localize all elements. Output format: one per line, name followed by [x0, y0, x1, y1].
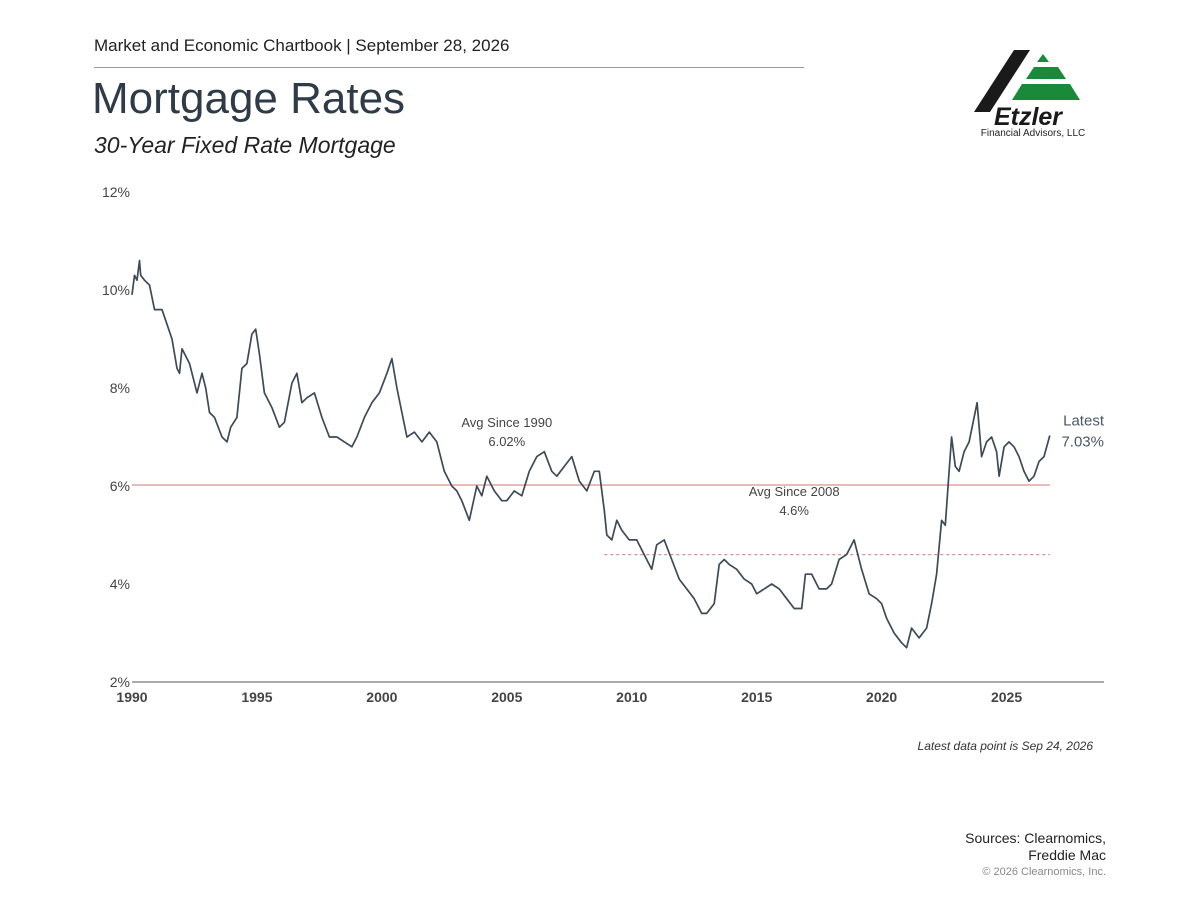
x-tick-label: 2015 — [741, 689, 772, 705]
annotations-group: Avg Since 1990 6.02% Avg Since 2008 4.6% Lat… — [461, 413, 1104, 518]
x-axis-group: 1990 1995 2000 2005 2010 2015 2020 2025 — [116, 681, 1104, 705]
x-tick-label: 2000 — [366, 689, 397, 705]
x-tick-label: 1990 — [116, 689, 147, 705]
logo-triangle-tier-2 — [1026, 67, 1066, 79]
x-tick-label: 2005 — [491, 689, 522, 705]
copyright-text: © 2026 Clearnomics, Inc. — [982, 866, 1106, 878]
logo-tagline: Financial Advisors, LLC — [981, 128, 1086, 139]
latest-label-title: Latest — [1063, 413, 1105, 430]
average-lines-group — [132, 484, 1050, 556]
logo-slash-shape — [974, 50, 1030, 112]
y-tick-label: 10% — [102, 282, 130, 298]
latest-data-note: Latest data point is Sep 24, 2026 — [917, 739, 1093, 753]
average-label-title: Avg Since 1990 — [461, 415, 552, 430]
average-label-value: 4.6% — [779, 503, 809, 518]
average-label-title: Avg Since 2008 — [749, 484, 840, 499]
header-rule — [94, 67, 804, 68]
sources-line-2: Freddie Mac — [1028, 847, 1106, 863]
chart-subtitle: 30-Year Fixed Rate Mortgage — [94, 132, 396, 158]
logo-triangle-tier-3 — [1012, 84, 1080, 100]
sources-line-1: Sources: Clearnomics, — [965, 830, 1106, 846]
average-label-value: 6.02% — [488, 434, 525, 449]
x-tick-label: 2010 — [616, 689, 647, 705]
y-tick-label: 4% — [110, 576, 130, 592]
x-tick-label: 1995 — [241, 689, 272, 705]
rate-series-line — [131, 259, 1051, 649]
chart-title: Mortgage Rates — [92, 74, 406, 123]
y-tick-label: 8% — [110, 380, 130, 396]
y-tick-label: 6% — [110, 478, 130, 494]
header-chartbook: Market and Economic Chartbook | Septembe… — [94, 36, 510, 55]
y-tick-label: 12% — [102, 184, 130, 200]
etzler-logo: Etzler Financial Advisors, LLC — [966, 46, 1096, 142]
x-tick-label: 2025 — [991, 689, 1022, 705]
x-tick-label: 2020 — [866, 689, 897, 705]
latest-label-value: 7.03% — [1061, 434, 1104, 451]
y-tick-label: 2% — [110, 674, 130, 690]
logo-triangle-tier-1 — [1037, 54, 1049, 62]
sources-text: Sources: Clearnomics, Freddie Mac — [965, 830, 1106, 864]
logo-wordmark: Etzler — [994, 103, 1063, 131]
y-axis-group: 2% 4% 6% 8% 10% 12% — [102, 184, 130, 690]
